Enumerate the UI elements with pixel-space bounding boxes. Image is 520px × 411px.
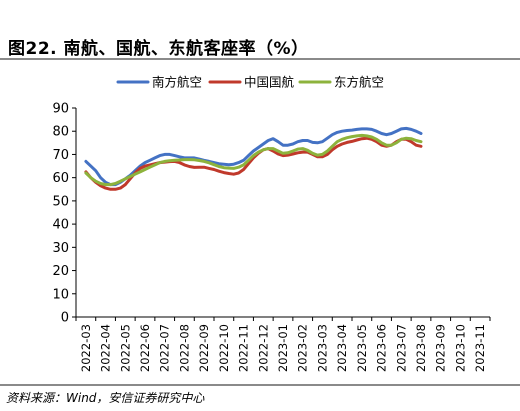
x-tick-label: 2023-11	[473, 324, 487, 372]
series-lines	[84, 126, 423, 191]
bottom-rule	[0, 384, 520, 386]
y-axis: 0 10 20 30 40 50 60 70 80 90	[52, 102, 77, 326]
figure-title: 图22. 南航、国航、东航客座率（%）	[8, 39, 309, 59]
y-tick-label: 90	[52, 102, 69, 117]
x-tick-label: 2023-01	[276, 324, 290, 372]
x-axis: 2022-03 2022-04 2022-05 2022-06 2022-07 2022-…	[75, 316, 491, 372]
x-tick-label: 2022-12	[256, 324, 270, 372]
y-tick-label: 70	[52, 148, 69, 163]
legend-label: 东方航空	[334, 75, 384, 90]
y-tick-label: 30	[52, 241, 69, 256]
x-tick-label: 2022-11	[237, 324, 251, 372]
x-tick-label: 2023-09	[434, 324, 448, 372]
y-tick-label: 0	[61, 311, 69, 326]
x-tick-label: 2023-02	[296, 324, 310, 372]
x-tick-label: 2023-04	[335, 324, 349, 372]
y-tick-label: 20	[52, 264, 69, 279]
x-tick-label: 2022-05	[118, 324, 132, 372]
y-tick-label: 80	[52, 125, 69, 140]
x-tick-label: 2022-04	[99, 324, 113, 372]
x-tick-label: 2023-10	[453, 324, 467, 372]
y-tick-label: 50	[52, 194, 69, 209]
series-line	[84, 126, 423, 187]
line-chart: 南方航空 中国国航 东方航空 0 10 20 30 40 50 60 70 80 90 2022-03…	[52, 75, 491, 372]
source-note: 资料来源：Wind，安信证券研究中心	[6, 391, 205, 405]
x-tick-label: 2023-07	[394, 324, 408, 372]
legend-label: 中国国航	[244, 75, 295, 90]
chart-legend: 南方航空 中国国航 东方航空	[116, 75, 384, 90]
x-tick-label: 2022-06	[138, 324, 152, 372]
series-line	[84, 136, 423, 191]
top-rule	[0, 58, 520, 60]
y-tick-label: 40	[52, 218, 69, 233]
x-tick-label: 2022-09	[197, 324, 211, 372]
x-tick-label: 2023-05	[355, 324, 369, 372]
x-tick-label: 2023-06	[375, 324, 389, 372]
y-tick-label: 10	[52, 287, 69, 302]
legend-label: 南方航空	[152, 75, 202, 90]
x-tick-label: 2023-03	[315, 324, 329, 372]
x-tick-label: 2022-03	[79, 324, 93, 372]
x-tick-label: 2022-10	[217, 324, 231, 372]
x-tick-label: 2023-08	[414, 324, 428, 372]
y-tick-label: 60	[52, 171, 69, 186]
x-tick-label: 2022-07	[158, 324, 172, 372]
series-line	[84, 133, 423, 187]
x-tick-label: 2022-08	[177, 324, 191, 372]
